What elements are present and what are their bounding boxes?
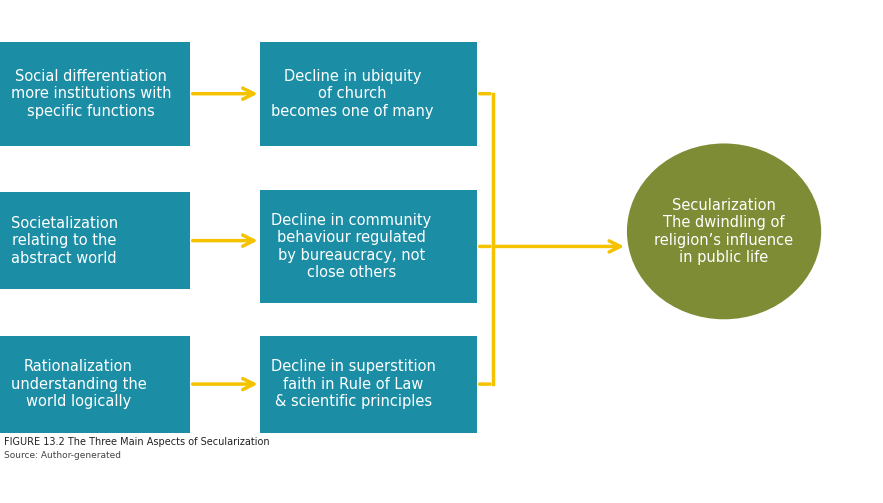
FancyBboxPatch shape <box>260 190 477 303</box>
FancyBboxPatch shape <box>0 42 190 146</box>
FancyBboxPatch shape <box>0 336 190 433</box>
Ellipse shape <box>627 143 821 319</box>
Text: Rationalization
understanding the
world logically: Rationalization understanding the world … <box>11 359 147 409</box>
Text: Source: Author-generated: Source: Author-generated <box>4 451 122 460</box>
Text: FIGURE 13.2 The Three Main Aspects of Secularization: FIGURE 13.2 The Three Main Aspects of Se… <box>4 437 270 447</box>
FancyBboxPatch shape <box>260 42 477 146</box>
Text: Decline in superstition
faith in Rule of Law
& scientific principles: Decline in superstition faith in Rule of… <box>271 359 436 409</box>
FancyBboxPatch shape <box>260 336 477 433</box>
FancyBboxPatch shape <box>0 192 190 289</box>
Text: Decline in ubiquity
of church
becomes one of many: Decline in ubiquity of church becomes on… <box>271 69 434 119</box>
Text: Decline in community
behaviour regulated
by bureaucracy, not
close others: Decline in community behaviour regulated… <box>271 213 431 280</box>
Text: Secularization
The dwindling of
religion’s influence
in public life: Secularization The dwindling of religion… <box>654 198 794 265</box>
Text: Social differentiation
more institutions with
specific functions: Social differentiation more institutions… <box>11 69 171 119</box>
Text: Societalization
relating to the
abstract world: Societalization relating to the abstract… <box>11 216 117 266</box>
